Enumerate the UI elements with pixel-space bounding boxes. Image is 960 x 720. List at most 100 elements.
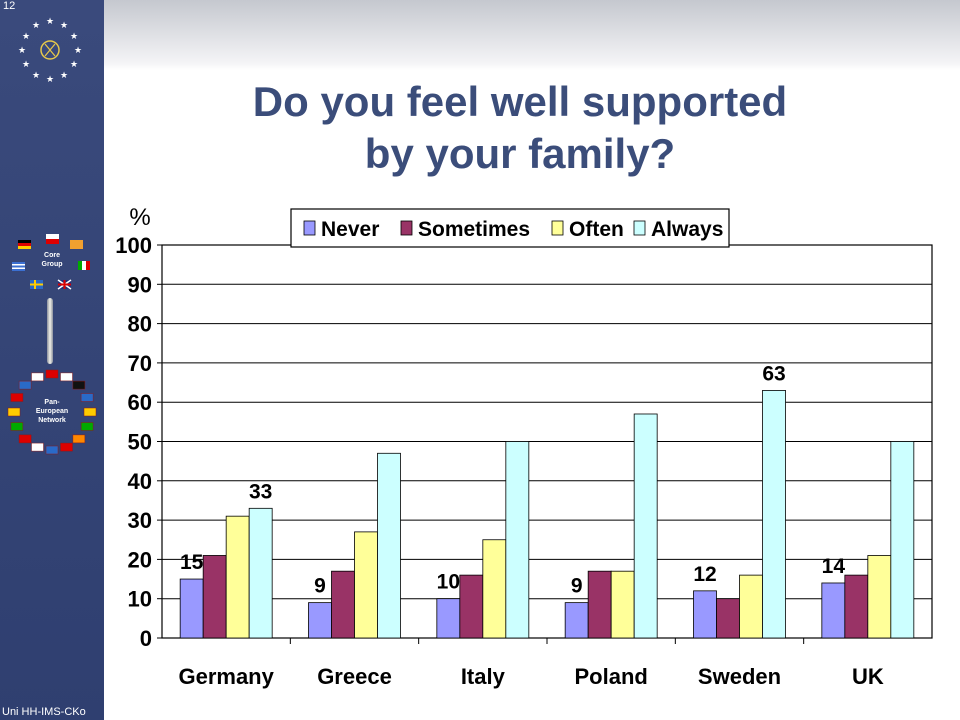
svg-text:★: ★ (18, 45, 26, 55)
network-flag-icon (60, 372, 73, 382)
x-tick-label: Germany (178, 664, 274, 689)
pan-european-network-flags: Pan- European Network (7, 369, 97, 455)
bar-sometimes (716, 598, 740, 639)
x-tick-label: UK (852, 664, 884, 689)
bar-often (482, 539, 507, 639)
svg-text:★: ★ (60, 20, 68, 30)
svg-text:★: ★ (46, 74, 54, 84)
y-tick-label: 90 (128, 272, 152, 297)
data-label: 14 (822, 555, 846, 578)
bar-always (633, 413, 658, 639)
bar-often (225, 515, 250, 639)
legend-swatch-sometimes (400, 220, 413, 236)
legend-label: Often (569, 218, 624, 241)
svg-text:★: ★ (60, 70, 68, 80)
data-label: 9 (571, 575, 583, 598)
bar-never (821, 582, 846, 639)
poland-flag-icon (46, 234, 59, 244)
bar-always (505, 441, 530, 639)
data-label: 63 (762, 362, 785, 385)
y-tick-label: 70 (128, 351, 152, 376)
bar-sometimes (587, 570, 612, 639)
network-flag-icon (72, 434, 86, 444)
network-flag-icon (18, 434, 32, 444)
legend-swatch-never (303, 220, 316, 236)
core-group-flags: Core Group (12, 234, 90, 290)
network-flag-icon (72, 380, 86, 390)
network-flag-icon (83, 407, 97, 417)
network-label-3: Network (38, 417, 66, 424)
eu-stars-logo: ★ ★ ★ ★ ★ ★ ★ ★ ★ ★ ★ ★ (18, 16, 82, 84)
network-label-2: European (36, 408, 68, 415)
y-tick-label: 80 (128, 312, 152, 337)
data-label: 9 (314, 575, 326, 598)
bar-never (693, 590, 717, 639)
title-line-1: Do you feel well supported (252, 78, 788, 125)
data-label: 10 (437, 571, 460, 594)
greece-flag-icon (12, 262, 25, 271)
y-tick-label: 30 (128, 508, 152, 533)
legend-label: Always (651, 218, 723, 241)
network-flag-icon (10, 422, 24, 431)
bar-chart: 0 10 20 30 40 50 60 70 80 90 100% Germany Greece Ital… (115, 204, 933, 689)
data-label: 15 (180, 551, 204, 574)
y-tick-label: 0 (140, 626, 152, 651)
header-background (104, 0, 960, 70)
core-group-label-bottom: Group (42, 261, 63, 268)
sweden-flag-icon (30, 280, 43, 289)
legend-swatch-often (551, 220, 564, 236)
svg-text:★: ★ (32, 70, 40, 80)
network-flag-icon (31, 442, 44, 452)
legend-swatch-always (633, 220, 646, 236)
italy-flag-icon (78, 261, 90, 270)
footer-text: Uni HH-IMS-CKo (2, 706, 86, 718)
sidebar-divider (47, 298, 53, 364)
slide-title: Do you feel well supported by your famil… (150, 76, 890, 180)
bar-often (739, 574, 763, 639)
bar-never (436, 598, 461, 639)
slide-number: 12 (3, 0, 16, 12)
bar-sometimes (202, 555, 227, 639)
network-flag-icon (80, 393, 94, 402)
bar-never (179, 578, 204, 639)
legend-box (290, 208, 730, 248)
bar-always (377, 452, 401, 639)
x-tick-label: Italy (461, 664, 506, 689)
bar-often (610, 570, 635, 639)
svg-text:★: ★ (70, 59, 78, 69)
y-tick-label: 10 (128, 587, 152, 612)
title-line-2: by your family? (364, 130, 676, 177)
y-tick-label: 100 (115, 233, 152, 258)
legend-label: Never (321, 218, 379, 241)
data-label: 33 (249, 480, 272, 503)
network-flag-icon (18, 380, 32, 390)
bar-never (564, 602, 589, 639)
svg-text:★: ★ (46, 16, 54, 26)
y-tick-label: 40 (128, 469, 152, 494)
x-tick-label: Sweden (698, 664, 781, 689)
uk-flag-icon (57, 279, 72, 290)
bar-always (762, 390, 786, 639)
y-tick-label: 50 (128, 430, 152, 455)
bar-sometimes (331, 570, 355, 639)
region-flag-icon (70, 240, 83, 249)
bar-often (867, 555, 892, 639)
network-flag-icon (60, 442, 73, 452)
network-flag-icon (10, 393, 24, 402)
germany-flag-icon (18, 240, 31, 249)
x-tick-label: Poland (574, 664, 647, 689)
data-label: 12 (693, 563, 716, 586)
bar-never (308, 602, 332, 639)
sidebar: 12 ★ ★ ★ ★ ★ ★ ★ ★ ★ ★ ★ ★ Core Group (0, 0, 104, 720)
network-flag-icon (31, 372, 44, 382)
star-ring-icon: ★ ★ ★ ★ ★ ★ ★ ★ ★ ★ ★ ★ (18, 16, 82, 84)
svg-text:★: ★ (70, 31, 78, 41)
core-group-label-top: Core (44, 252, 60, 259)
network-label-1: Pan- (44, 399, 60, 406)
svg-text:★: ★ (74, 45, 82, 55)
x-tick-label: Greece (317, 664, 392, 689)
bar-always (248, 507, 273, 639)
y-axis-label: % (129, 204, 150, 231)
bar-often (354, 531, 378, 639)
y-tick-label: 60 (128, 390, 152, 415)
